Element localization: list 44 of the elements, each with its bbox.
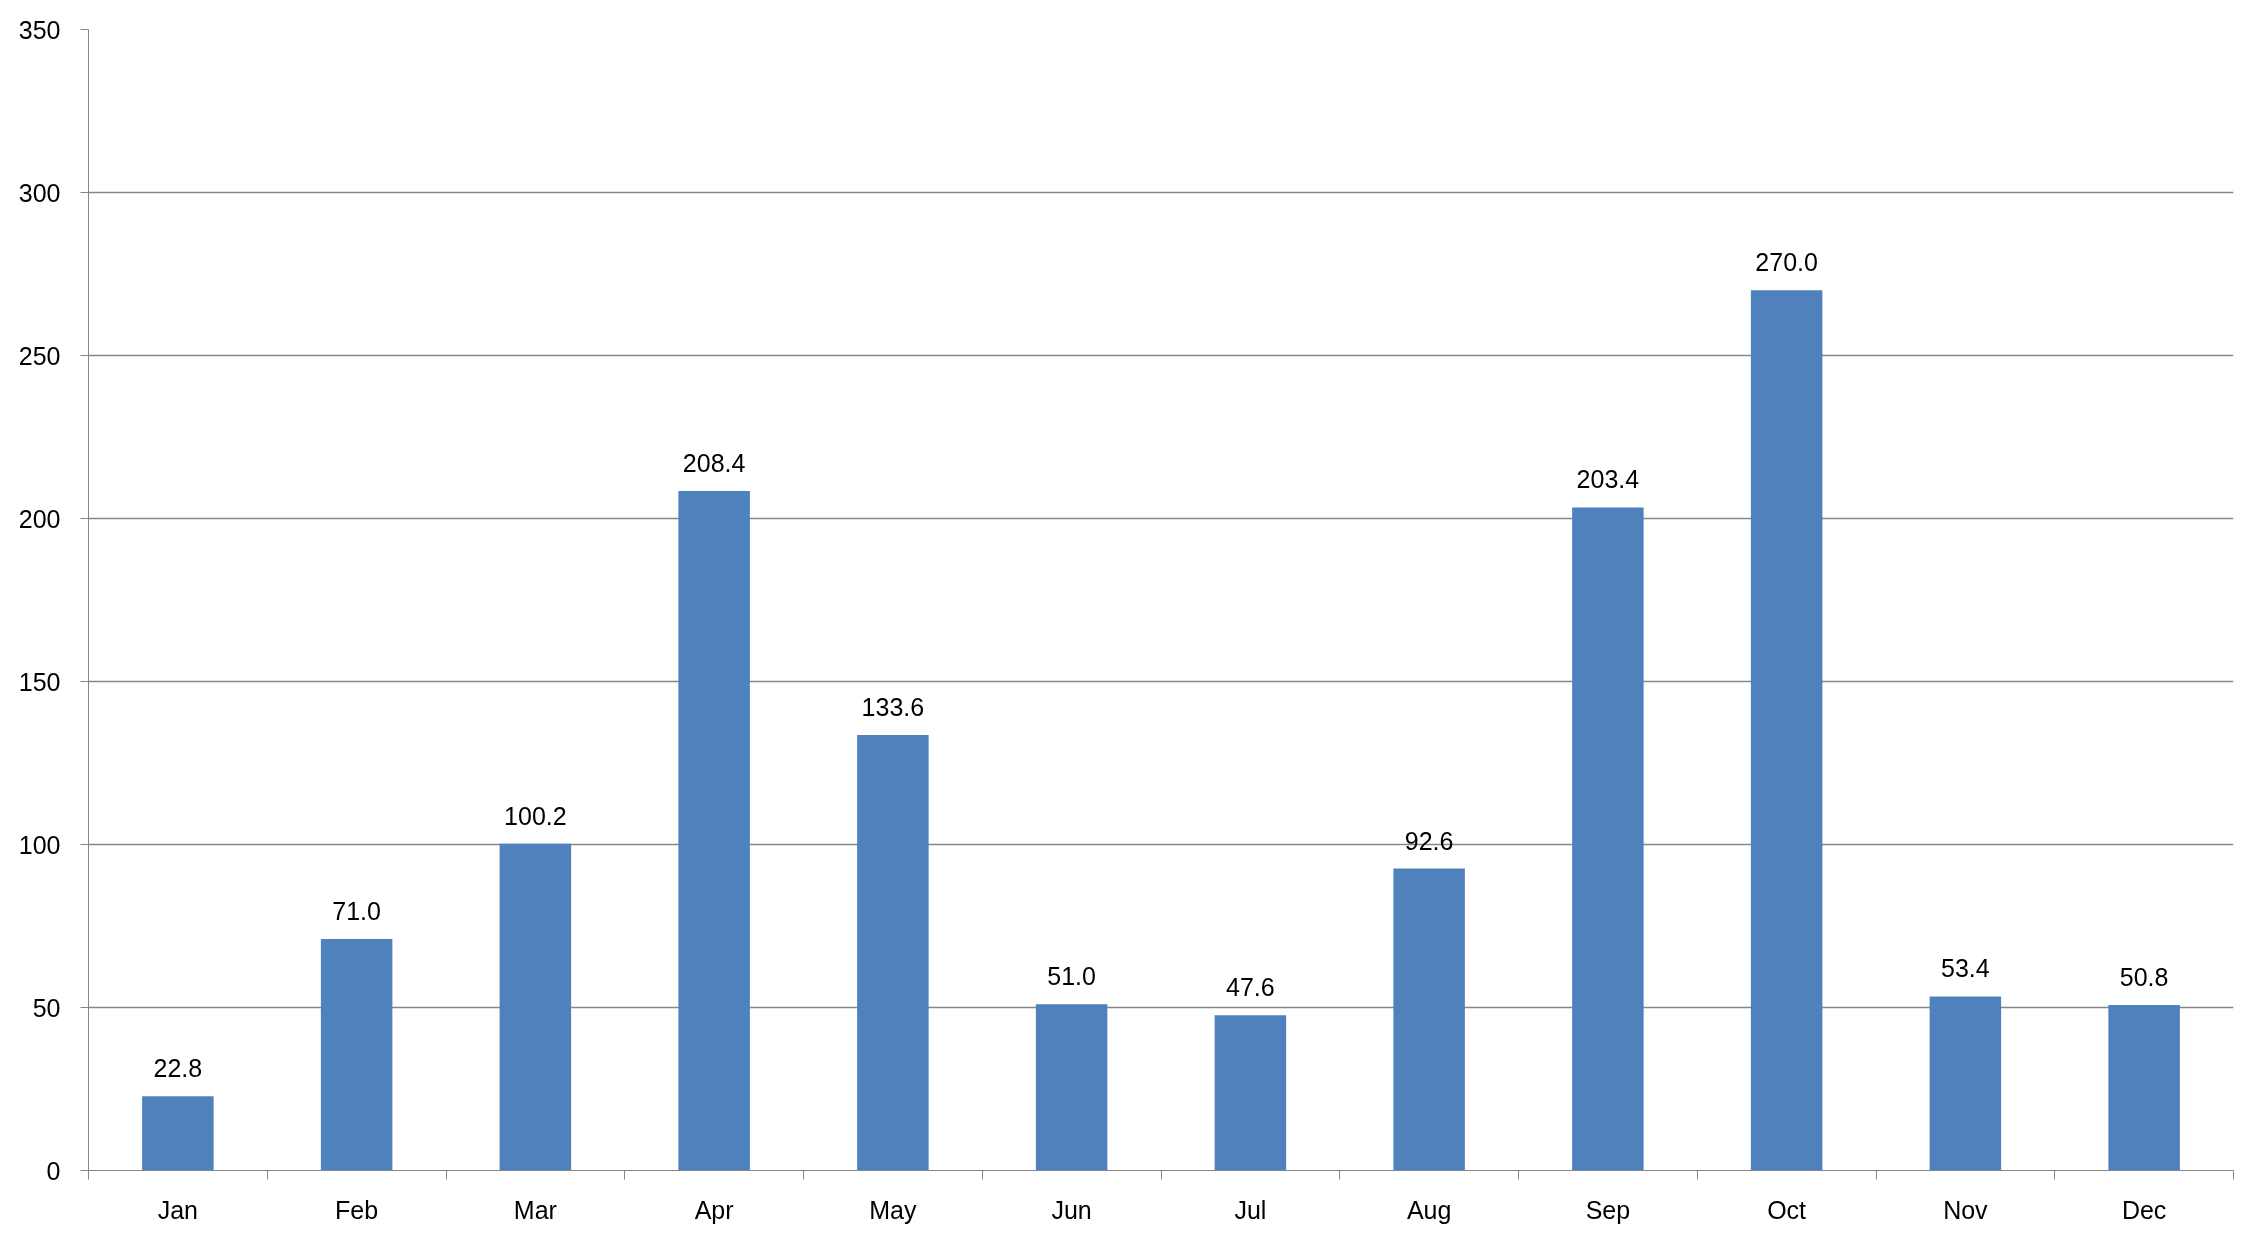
bar xyxy=(499,843,572,1171)
data-label: 100.2 xyxy=(504,801,567,830)
x-tick-label: Nov xyxy=(1943,1195,1989,1224)
x-tick-label: Jan xyxy=(157,1195,199,1224)
bar xyxy=(1572,507,1644,1171)
y-tick-label: 350 xyxy=(18,15,61,44)
y-tick-label: 50 xyxy=(32,993,61,1022)
data-label: 270.0 xyxy=(1755,248,1818,277)
bar xyxy=(142,1096,214,1171)
data-label: 22.8 xyxy=(153,1054,203,1083)
data-label: 51.0 xyxy=(1047,962,1096,991)
data-label: 92.6 xyxy=(1404,826,1454,855)
x-tick-label: Sep xyxy=(1585,1195,1631,1224)
x-tick-label: Aug xyxy=(1406,1195,1452,1224)
x-tick-label: May xyxy=(869,1195,917,1224)
bar xyxy=(1035,1004,1108,1171)
x-tick-label: Jul xyxy=(1234,1195,1267,1224)
y-tick-label: 100 xyxy=(18,830,61,859)
bar xyxy=(1929,996,2002,1171)
bar xyxy=(857,734,929,1171)
bar xyxy=(2108,1004,2180,1171)
data-label: 50.8 xyxy=(2119,962,2169,991)
data-label: 203.4 xyxy=(1576,465,1640,494)
data-label: 53.4 xyxy=(1941,954,1990,983)
bar xyxy=(678,491,750,1171)
x-tick-label: Apr xyxy=(694,1195,734,1224)
x-tick-label: Mar xyxy=(513,1195,557,1224)
bar xyxy=(1214,1015,1287,1171)
data-label: 71.0 xyxy=(332,897,381,926)
bar xyxy=(320,939,393,1171)
y-tick-label: 0 xyxy=(46,1156,61,1185)
y-tick-label: 300 xyxy=(18,178,61,207)
y-tick-label: 150 xyxy=(18,667,61,696)
data-label: 47.6 xyxy=(1226,973,1275,1002)
x-tick-label: Feb xyxy=(335,1195,379,1224)
y-tick-label: 250 xyxy=(18,341,61,370)
bar xyxy=(1393,868,1465,1171)
x-tick-label: Jun xyxy=(1051,1195,1092,1224)
x-tick-label: Oct xyxy=(1767,1195,1807,1224)
x-tick-label: Dec xyxy=(2121,1195,2167,1224)
bar xyxy=(1750,290,1823,1171)
data-label: 208.4 xyxy=(682,449,746,478)
data-label: 133.6 xyxy=(861,692,925,721)
y-tick-label: 200 xyxy=(18,504,61,533)
